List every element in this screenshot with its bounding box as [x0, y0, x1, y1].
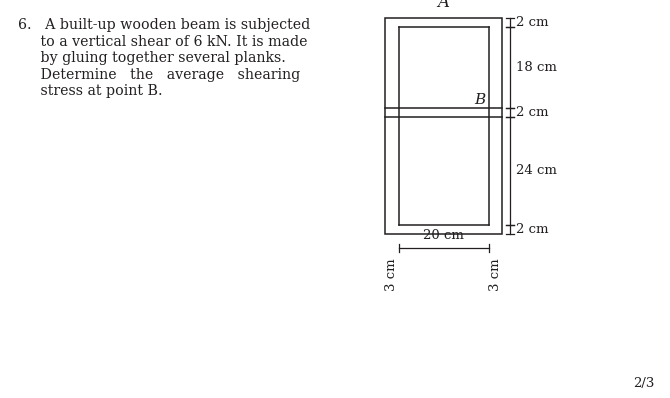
- Text: Determine   the   average   shearing: Determine the average shearing: [18, 68, 300, 82]
- Text: 3 cm: 3 cm: [488, 258, 502, 291]
- Text: 2 cm: 2 cm: [516, 16, 549, 29]
- Text: 18 cm: 18 cm: [516, 61, 557, 74]
- Text: by gluing together several planks.: by gluing together several planks.: [18, 51, 286, 65]
- Text: 20 cm: 20 cm: [423, 229, 464, 242]
- Text: 2 cm: 2 cm: [516, 223, 549, 236]
- Text: stress at point B.: stress at point B.: [18, 84, 163, 98]
- Bar: [385, 18, 502, 234]
- Text: 24 cm: 24 cm: [516, 164, 557, 178]
- Text: to a vertical shear of 6 kN. It is made: to a vertical shear of 6 kN. It is made: [18, 35, 308, 49]
- Text: B: B: [474, 93, 486, 107]
- Text: A: A: [438, 0, 450, 11]
- Text: 3 cm: 3 cm: [385, 258, 398, 291]
- Text: 2 cm: 2 cm: [516, 106, 549, 119]
- Text: 6.   A built-up wooden beam is subjected: 6. A built-up wooden beam is subjected: [18, 18, 310, 32]
- Text: 2/3: 2/3: [634, 377, 655, 390]
